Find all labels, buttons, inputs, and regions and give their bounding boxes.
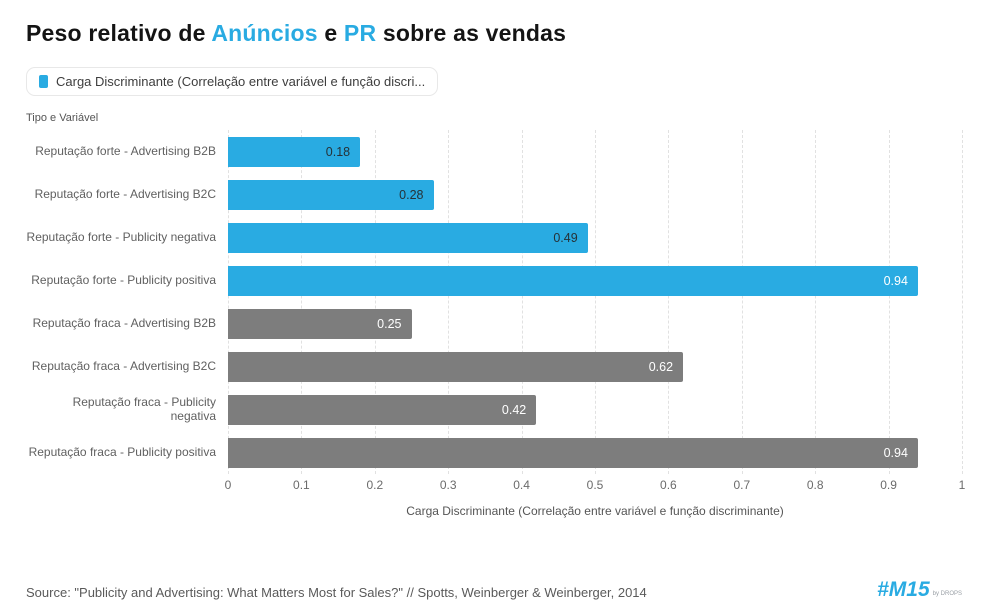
bar-row: 0.49 [228, 216, 962, 259]
x-tick-label: 1 [958, 478, 966, 492]
bar[interactable]: 0.62 [228, 351, 684, 382]
category-label: Reputação fraca - Advertising B2B [32, 315, 216, 330]
x-tick-label: 0.4 [513, 478, 530, 492]
x-tick-label: 0.6 [660, 478, 677, 492]
category-label: Reputação fraca - Publicity positiva [28, 444, 216, 459]
x-ticks: 0 0.1 0.2 0.3 0.4 0.5 0.6 0.7 0.8 0.9 1 [224, 478, 966, 496]
x-tick-label: 0.2 [366, 478, 384, 492]
gridline [228, 130, 229, 474]
bar-row: 0.94 [228, 259, 962, 302]
plot-wrap: 0.18 0.28 0.49 0.94 0.25 0.62 0.42 0.94 0 0.1 0.2… [224, 130, 966, 518]
title-highlight-pr: PR [343, 20, 377, 46]
bar-value-label: 0.18 [325, 144, 351, 159]
bar-row: 0.25 [228, 302, 962, 345]
gridline [448, 130, 450, 474]
legend-swatch-icon [39, 75, 48, 88]
bar-value-label: 0.28 [399, 187, 424, 202]
x-tick-label: 0.3 [439, 478, 457, 492]
x-axis-label: Carga Discriminante (Correlação entre va… [406, 504, 784, 518]
x-tick-label: 0.9 [880, 478, 897, 492]
bar-value-label: 0.49 [553, 230, 578, 245]
bar[interactable]: 0.94 [228, 265, 918, 296]
title-highlight-anuncios: Anúncios [211, 20, 318, 46]
footer: Source: "Publicity and Advertising: What… [26, 569, 962, 600]
x-tick-label: 0.8 [806, 478, 824, 492]
bar-value-label: 0.62 [648, 359, 674, 374]
title-text: e [317, 20, 344, 46]
bar[interactable]: 0.18 [228, 136, 361, 167]
gridline [521, 130, 523, 474]
title-text: sobre as vendas [376, 20, 567, 46]
x-tick-label: 0 [224, 478, 232, 492]
x-tick-label: 0.7 [733, 478, 751, 492]
gridline [741, 130, 743, 474]
category-label: Reputação forte - Advertising B2B [35, 143, 216, 158]
legend[interactable]: Carga Discriminante (Correlação entre va… [26, 67, 439, 96]
bar-value-label: 0.94 [883, 445, 908, 460]
bar-value-label: 0.42 [501, 402, 527, 417]
bar[interactable]: 0.42 [228, 394, 537, 425]
source-text: Source: "Publicity and Advertising: What… [26, 585, 647, 600]
gridline [301, 130, 303, 474]
gridline [962, 130, 963, 474]
bar-row: 0.18 [228, 130, 962, 173]
title-text: Peso relativo de [26, 20, 212, 46]
gridline [888, 130, 890, 474]
gridline [668, 130, 670, 474]
bar[interactable]: 0.94 [228, 437, 918, 468]
page-title: Peso relativo de Anúncios e PR sobre as … [26, 20, 962, 47]
legend-label: Carga Discriminante (Correlação entre va… [56, 74, 426, 89]
category-label: Reputação forte - Publicity positiva [31, 272, 216, 287]
m15-logo: #M15 [877, 578, 930, 601]
bar[interactable]: 0.25 [228, 308, 412, 339]
x-tick-label: 0.5 [586, 478, 604, 492]
y-axis-title: Tipo e Variável [26, 112, 99, 124]
bar[interactable]: 0.28 [228, 179, 434, 210]
bar-row: 0.28 [228, 173, 962, 216]
category-label: Reputação forte - Publicity negativa [26, 229, 216, 244]
logo: #M15 by DROPS [877, 579, 962, 600]
bar[interactable]: 0.49 [228, 222, 588, 253]
gridline [595, 130, 596, 474]
category-label: Reputação forte - Advertising B2C [34, 186, 216, 201]
category-label: Reputação fraca - Publicity negativa [72, 394, 216, 423]
x-tick-label: 0.1 [293, 478, 310, 492]
bar-row: 0.94 [228, 431, 962, 474]
bar-row: 0.62 [228, 345, 962, 388]
plot-area: 0.18 0.28 0.49 0.94 0.25 0.62 0.42 0.94 [228, 130, 963, 474]
bar-row: 0.42 [228, 388, 962, 431]
bars: 0.18 0.28 0.49 0.94 0.25 0.62 0.42 0.94 [228, 130, 962, 474]
logo-subtext: by DROPS [932, 591, 962, 598]
gridline [815, 130, 817, 474]
gridlines [228, 130, 963, 474]
bar-value-label: 0.94 [883, 273, 908, 288]
gridline [374, 130, 376, 474]
bar-value-label: 0.25 [377, 316, 402, 331]
category-label: Reputação fraca - Advertising B2C [31, 358, 216, 373]
bar-chart: Reputação forte - Advertising B2B Reputaç… [26, 130, 966, 518]
category-labels: Reputação forte - Advertising B2B Reputaç… [26, 130, 228, 518]
